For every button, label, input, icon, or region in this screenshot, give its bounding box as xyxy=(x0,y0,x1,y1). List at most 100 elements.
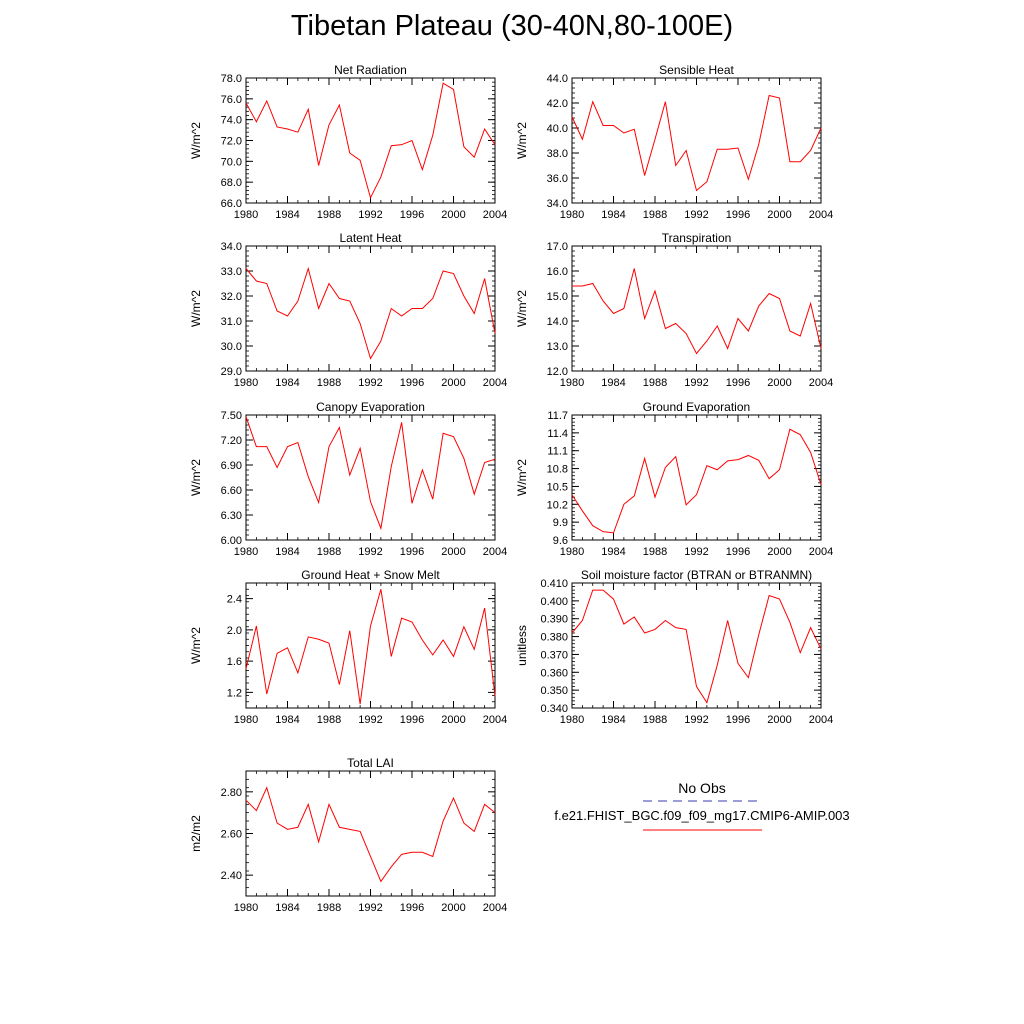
y-axis-label: m2/m2 xyxy=(189,815,203,852)
y-axis-label: W/m^2 xyxy=(515,459,529,496)
chart-panel-1: Net Radiation 1980 1984 1988 1992 1996 2000 200… xyxy=(189,63,507,221)
y-tick-label: 2.0 xyxy=(227,625,242,637)
legend: No Obs f.e21.FHIST_BGC.f09_f09_mg17.CMIP6… xyxy=(554,780,850,831)
x-tick-label: 1996 xyxy=(726,546,750,558)
series-line xyxy=(245,589,496,705)
x-tick-label: 1988 xyxy=(643,714,667,726)
series-line xyxy=(571,428,822,534)
x-tick-label: 1996 xyxy=(400,714,424,726)
y-tick-label: 6.90 xyxy=(221,460,242,472)
y-tick-label: 12.0 xyxy=(547,366,568,378)
x-tick-label: 1984 xyxy=(275,546,299,558)
y-tick-label: 2.4 xyxy=(227,594,242,606)
plot-frame xyxy=(245,77,496,204)
x-tick-label: 2000 xyxy=(441,902,465,914)
y-tick-label: 11.4 xyxy=(547,428,568,440)
x-tick-label: 1992 xyxy=(358,714,382,726)
y-tick-label: 33.0 xyxy=(221,266,242,278)
y-tick-label: 70.0 xyxy=(221,156,242,168)
chart-panel-2: Sensible Heat 1980 1984 1988 1992 1996 2000 200… xyxy=(515,63,833,221)
series-line xyxy=(245,786,496,883)
x-tick-label: 1992 xyxy=(684,546,708,558)
y-tick-label: 7.20 xyxy=(221,435,242,447)
x-tick-label: 1996 xyxy=(726,377,750,389)
x-tick-label: 1988 xyxy=(643,377,667,389)
y-tick-label: 0.410 xyxy=(540,578,568,590)
y-tick-label: 9.6 xyxy=(553,535,568,547)
x-tick-label: 1980 xyxy=(560,546,584,558)
y-tick-label: 74.0 xyxy=(221,115,242,127)
y-tick-label: 0.360 xyxy=(540,667,568,679)
chart-title: Transpiration xyxy=(662,231,732,245)
y-tick-label: 2.60 xyxy=(221,829,242,841)
y-tick-label: 13.0 xyxy=(547,341,568,353)
x-tick-label: 2004 xyxy=(483,377,507,389)
x-tick-label: 1980 xyxy=(234,902,258,914)
y-axis-label: W/m^2 xyxy=(189,627,203,664)
y-tick-label: 0.350 xyxy=(540,685,568,697)
x-tick-label: 1980 xyxy=(234,546,258,558)
y-tick-label: 11.1 xyxy=(547,446,568,458)
y-tick-label: 14.0 xyxy=(547,316,568,328)
x-tick-label: 2000 xyxy=(767,714,791,726)
x-tick-label: 1996 xyxy=(400,902,424,914)
chart-panel-3: Latent Heat 1980 1984 1988 1992 1996 2000 2004 2… xyxy=(189,231,507,389)
chart-panel-7: Ground Heat + Snow Melt 1980 1984 1988 1992 1… xyxy=(189,568,507,726)
series-line xyxy=(245,82,496,200)
x-tick-label: 1996 xyxy=(726,714,750,726)
chart-panel-5: Canopy Evaporation 1980 1984 1988 1992 1996 20… xyxy=(189,400,507,558)
y-tick-label: 2.40 xyxy=(221,870,242,882)
x-tick-label: 1984 xyxy=(601,377,625,389)
y-tick-label: 0.400 xyxy=(540,596,568,608)
y-tick-label: 68.0 xyxy=(221,177,242,189)
y-tick-label: 44.0 xyxy=(547,73,568,85)
y-tick-label: 0.390 xyxy=(540,614,568,626)
x-tick-label: 1988 xyxy=(643,546,667,558)
series-line xyxy=(245,416,496,531)
chart-panel-8: Soil moisture factor (BTRAN or BTRANMN) 1… xyxy=(515,568,833,726)
y-tick-label: 1.2 xyxy=(227,687,242,699)
y-axis-label: W/m^2 xyxy=(189,122,203,159)
y-tick-label: 31.0 xyxy=(221,316,242,328)
y-tick-label: 0.370 xyxy=(540,649,568,661)
y-tick-label: 0.340 xyxy=(540,703,568,715)
series-line xyxy=(571,94,822,192)
chart-panel-4: Transpiration 1980 1984 1988 1992 1996 2000 200… xyxy=(515,231,833,389)
x-tick-label: 2004 xyxy=(809,714,833,726)
y-tick-label: 34.0 xyxy=(547,198,568,210)
y-tick-label: 66.0 xyxy=(221,198,242,210)
y-tick-label: 32.0 xyxy=(221,291,242,303)
y-axis-label: W/m^2 xyxy=(189,459,203,496)
x-tick-label: 1988 xyxy=(317,714,341,726)
chart-panel-6: Ground Evaporation 1980 1984 1988 1992 1996 20… xyxy=(515,400,833,558)
x-tick-label: 2000 xyxy=(767,209,791,221)
x-tick-label: 1984 xyxy=(275,377,299,389)
x-tick-label: 1988 xyxy=(317,209,341,221)
y-tick-label: 1.6 xyxy=(227,656,242,668)
y-tick-label: 9.9 xyxy=(553,517,568,529)
plot-frame xyxy=(245,245,496,372)
x-tick-label: 2000 xyxy=(441,714,465,726)
x-tick-label: 2004 xyxy=(809,546,833,558)
x-tick-label: 1992 xyxy=(684,209,708,221)
x-tick-label: 1984 xyxy=(275,902,299,914)
x-tick-label: 1992 xyxy=(358,377,382,389)
plot-frame xyxy=(245,414,496,541)
x-tick-label: 1992 xyxy=(358,546,382,558)
x-tick-label: 1980 xyxy=(560,714,584,726)
x-tick-label: 2004 xyxy=(483,546,507,558)
y-tick-label: 29.0 xyxy=(221,366,242,378)
y-tick-label: 78.0 xyxy=(221,73,242,85)
series-line xyxy=(572,268,822,355)
y-tick-label: 76.0 xyxy=(221,94,242,106)
x-tick-label: 2004 xyxy=(809,209,833,221)
plot-frame xyxy=(571,77,822,204)
x-tick-label: 2000 xyxy=(767,546,791,558)
chart-title: Net Radiation xyxy=(334,63,407,77)
chart-panel-9: Total LAI 1980 1984 1988 1992 1996 2000 2004 2.4… xyxy=(189,756,507,914)
x-tick-label: 2000 xyxy=(441,377,465,389)
x-tick-label: 1984 xyxy=(601,546,625,558)
x-tick-label: 2004 xyxy=(809,377,833,389)
x-tick-label: 1984 xyxy=(601,209,625,221)
x-tick-label: 2004 xyxy=(483,209,507,221)
